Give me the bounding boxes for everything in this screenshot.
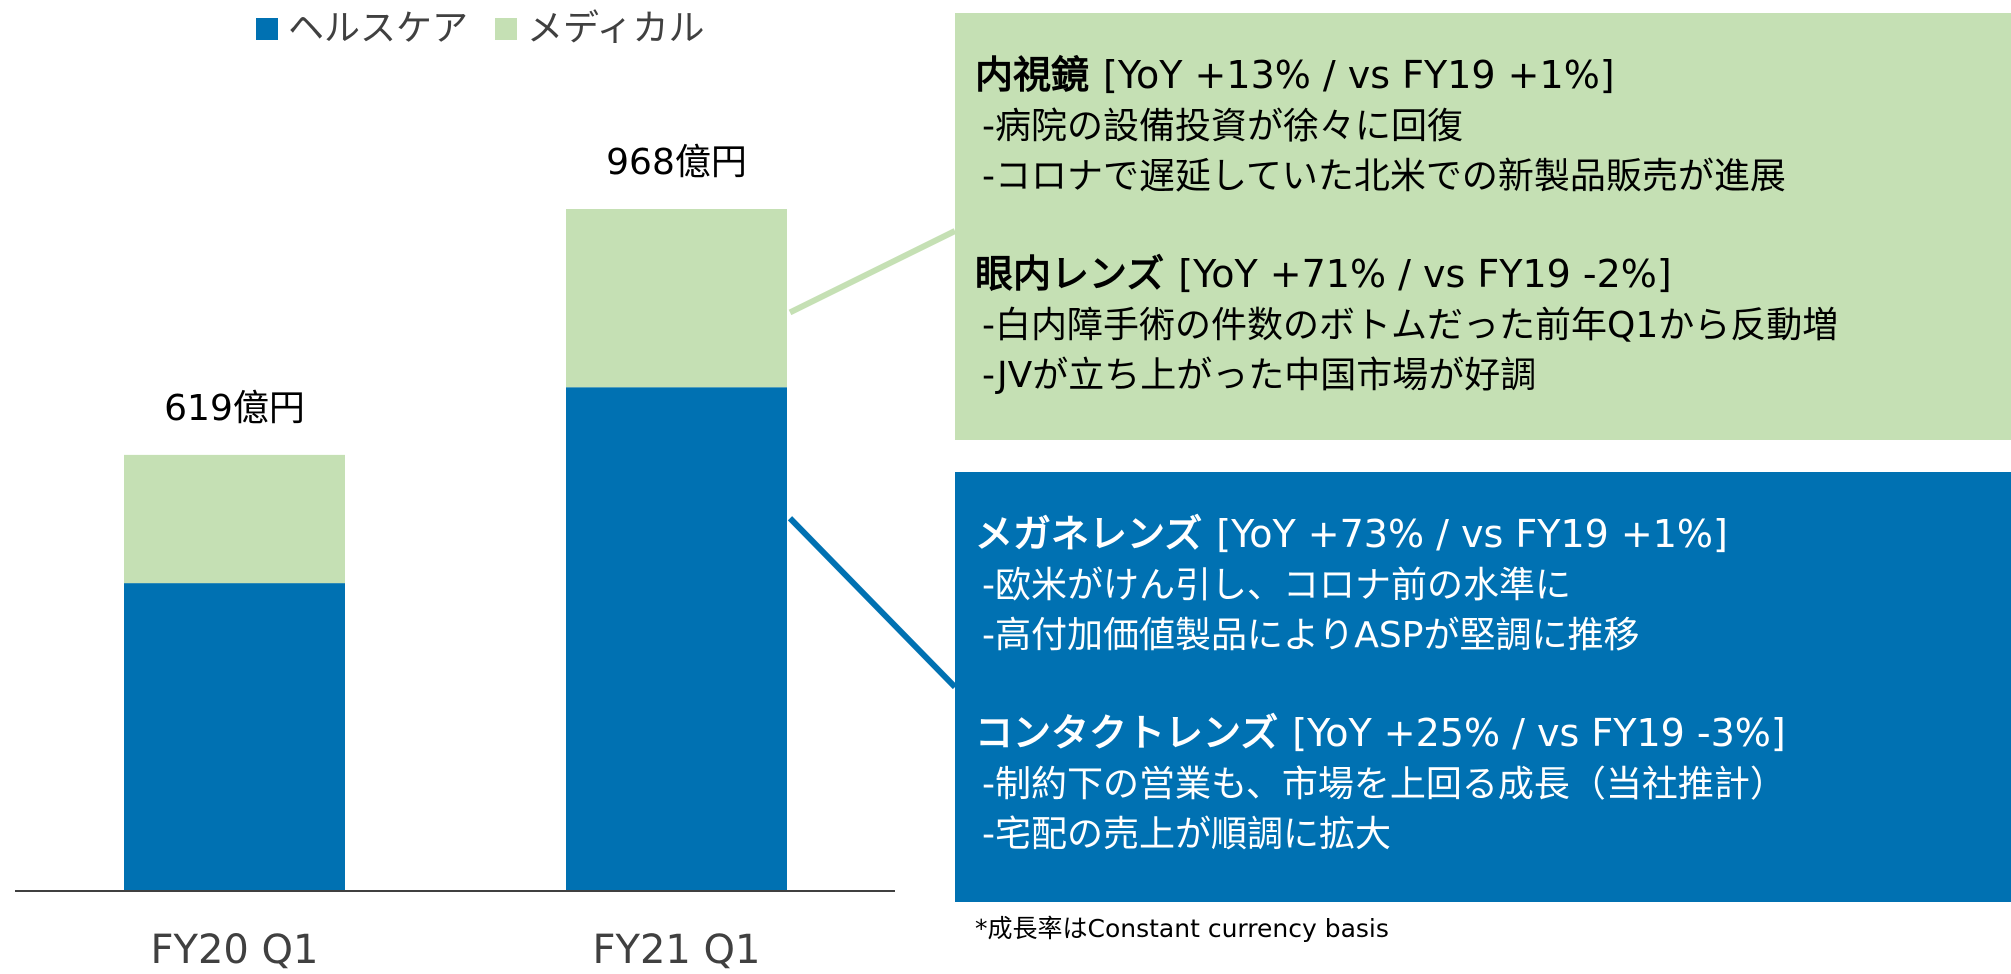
item-line: -宅配の売上が順調に拡大 bbox=[982, 814, 1391, 855]
connector bbox=[787, 516, 958, 690]
footnote: *成長率はConstant currency basis bbox=[975, 914, 1389, 943]
item-heading: 眼内レンズ [YoY +71% / vs FY19 -2%] bbox=[975, 252, 1672, 296]
bar-segment bbox=[124, 583, 345, 891]
bar-segment bbox=[566, 387, 787, 891]
heading-name: メガネレンズ bbox=[975, 512, 1202, 556]
heading-detail: [YoY +13% / vs FY19 +1%] bbox=[1103, 53, 1615, 97]
x-tick-label: FY20 Q1 bbox=[151, 927, 319, 973]
heading-name: 内視鏡 bbox=[975, 53, 1089, 97]
item-line: -制約下の営業も、市場を上回る成長（当社推計） bbox=[982, 764, 1786, 805]
total-label: 619億円 bbox=[164, 388, 305, 429]
legend-label: メディカル bbox=[527, 8, 704, 49]
item-line: -高付加価値製品によりASPが堅調に推移 bbox=[982, 615, 1639, 656]
item-line: -コロナで遅延していた北米での新製品販売が進展 bbox=[982, 156, 1786, 197]
item-line: -欧米がけん引し、コロナ前の水準に bbox=[982, 565, 1571, 606]
heading-detail: [YoY +71% / vs FY19 -2%] bbox=[1178, 252, 1671, 296]
bar-segment bbox=[124, 454, 345, 584]
annotation-box bbox=[955, 472, 2011, 902]
annotation-box bbox=[955, 13, 2011, 440]
item-heading: コンタクトレンズ [YoY +25% / vs FY19 -3%] bbox=[975, 711, 1786, 755]
connector bbox=[788, 228, 957, 316]
item-heading: メガネレンズ [YoY +73% / vs FY19 +1%] bbox=[975, 512, 1728, 556]
total-label: 968億円 bbox=[606, 142, 747, 183]
item-heading: 内視鏡 [YoY +13% / vs FY19 +1%] bbox=[975, 53, 1615, 97]
x-tick-label: FY21 Q1 bbox=[593, 927, 761, 973]
heading-detail: [YoY +25% / vs FY19 -3%] bbox=[1292, 711, 1785, 755]
heading-name: 眼内レンズ bbox=[975, 252, 1164, 296]
item-line: -白内障手術の件数のボトムだった前年Q1から反動増 bbox=[982, 305, 1838, 346]
item-line: -病院の設備投資が徐々に回復 bbox=[982, 106, 1463, 147]
legend-swatch bbox=[256, 18, 278, 40]
heading-detail: [YoY +73% / vs FY19 +1%] bbox=[1216, 512, 1728, 556]
bar-segment bbox=[566, 209, 787, 388]
legend-label: ヘルスケア bbox=[288, 8, 468, 49]
legend-swatch bbox=[495, 18, 517, 40]
item-line: -JVが立ち上がった中国市場が好調 bbox=[982, 355, 1536, 396]
heading-name: コンタクトレンズ bbox=[975, 711, 1278, 755]
